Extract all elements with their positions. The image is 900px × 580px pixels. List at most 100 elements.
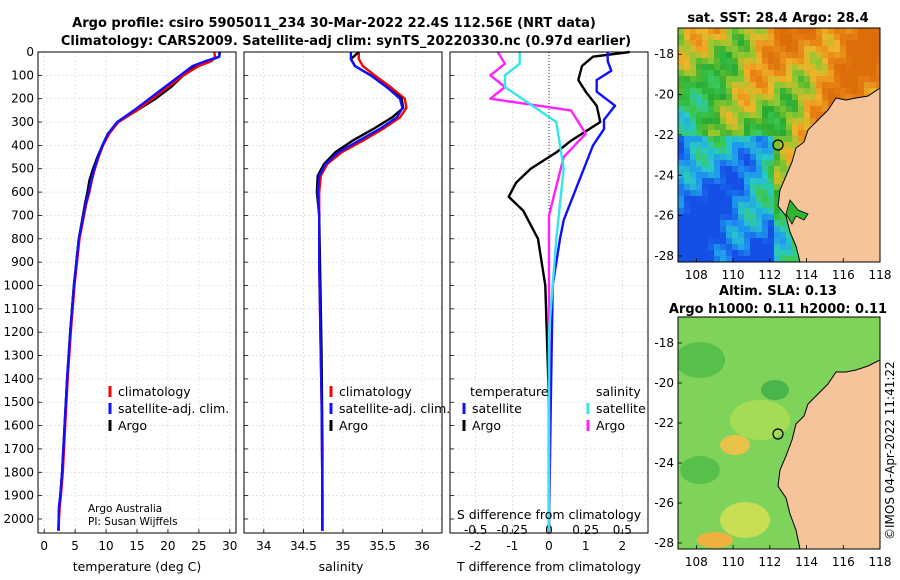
sst-cell — [792, 130, 799, 137]
sst-cell — [846, 64, 853, 71]
sst-cell — [834, 88, 841, 95]
sst-cell — [798, 34, 805, 41]
sst-cell — [792, 106, 799, 113]
sst-cell — [750, 58, 757, 65]
sst-cell — [714, 238, 721, 245]
sst-cell — [702, 28, 709, 35]
sst-cell — [684, 124, 691, 131]
sst-cell — [696, 46, 703, 53]
sst-cell — [726, 106, 733, 113]
sst-cell — [750, 202, 757, 209]
sst-cell — [684, 232, 691, 239]
sst-cell — [828, 28, 835, 35]
temp-diff-legend-satellite-label: satellite — [472, 401, 522, 416]
sst-cell — [750, 94, 757, 101]
sla-map: 108 110 112 114 116 118-18-20-22-24-26-28 — [654, 317, 891, 569]
sst-cell — [762, 124, 769, 131]
sst-cell — [690, 214, 697, 221]
sst-cell — [744, 166, 751, 173]
sst-cell — [738, 166, 745, 173]
sst-cell — [756, 202, 763, 209]
map-y-tick-label: -18 — [654, 47, 674, 61]
sst-cell — [756, 52, 763, 59]
sst-cell — [696, 190, 703, 197]
sst-cell — [756, 232, 763, 239]
sst-cell — [684, 82, 691, 89]
sst-cell — [732, 208, 739, 215]
sst-cell — [708, 202, 715, 209]
sst-cell — [846, 82, 853, 89]
sst-cell — [786, 52, 793, 59]
sst-cell — [744, 232, 751, 239]
sst-cell — [690, 106, 697, 113]
sst-cell — [762, 118, 769, 125]
sst-cell — [828, 52, 835, 59]
sst-cell — [852, 64, 859, 71]
sst-cell — [756, 226, 763, 233]
sst-cell — [762, 154, 769, 161]
sst-cell — [744, 52, 751, 59]
x-tick-label: 0 — [40, 539, 48, 553]
sst-cell — [696, 220, 703, 227]
sst-cell — [774, 208, 781, 215]
sst-cell — [786, 136, 793, 143]
sst-cell — [684, 244, 691, 251]
sst-cell — [822, 46, 829, 53]
sst-cell — [756, 136, 763, 143]
sst-cell — [846, 40, 853, 47]
sst-cell — [774, 58, 781, 65]
salinity-diff-tick-label: 0.5 — [613, 523, 632, 537]
sst-cell — [684, 34, 691, 41]
sst-cell — [864, 58, 871, 65]
sst-cell — [714, 142, 721, 149]
sst-cell — [702, 208, 709, 215]
sst-cell — [858, 88, 865, 95]
title-line-1: Argo profile: csiro 5905011_234 30-Mar-2… — [72, 16, 596, 31]
sst-cell — [756, 190, 763, 197]
sst-cell — [762, 202, 769, 209]
sst-cell — [726, 172, 733, 179]
sst-cell — [696, 238, 703, 245]
sst-cell — [690, 52, 697, 59]
sst-cell — [732, 166, 739, 173]
sst-cell — [810, 112, 817, 119]
sst-cell — [714, 154, 721, 161]
sst-cell — [684, 58, 691, 65]
sst-cell — [750, 106, 757, 113]
sst-cell — [720, 172, 727, 179]
sst-cell — [768, 214, 775, 221]
sst-cell — [714, 70, 721, 77]
sst-cell — [732, 52, 739, 59]
sst-cell — [684, 178, 691, 185]
sst-cell — [714, 232, 721, 239]
sst-cell — [750, 100, 757, 107]
sst-cell — [690, 82, 697, 89]
sst-cell — [744, 46, 751, 53]
sst-cell — [696, 232, 703, 239]
sst-cell — [678, 70, 685, 77]
sst-cell — [714, 148, 721, 155]
sst-cell — [870, 70, 877, 77]
sst-cell — [852, 88, 859, 95]
sst-cell — [750, 52, 757, 59]
sla-blob — [697, 532, 733, 548]
sst-cell — [876, 70, 883, 77]
sst-cell — [822, 28, 829, 35]
sst-cell — [678, 76, 685, 83]
sst-cell — [768, 118, 775, 125]
sst-cell — [768, 238, 775, 245]
sst-cell — [732, 40, 739, 47]
sst-cell — [732, 190, 739, 197]
sst-cell — [750, 40, 757, 47]
map-x-tick-label: 118 — [869, 268, 892, 282]
sst-cell — [876, 58, 883, 65]
sst-cell — [702, 142, 709, 149]
sst-cell — [738, 232, 745, 239]
sst-cell — [870, 82, 877, 89]
y-tick-label: 2000 — [3, 512, 34, 526]
sst-cell — [750, 184, 757, 191]
x-tick-label: 36 — [415, 539, 430, 553]
sst-cell — [720, 28, 727, 35]
sst-cell — [768, 106, 775, 113]
sst-cell — [762, 106, 769, 113]
